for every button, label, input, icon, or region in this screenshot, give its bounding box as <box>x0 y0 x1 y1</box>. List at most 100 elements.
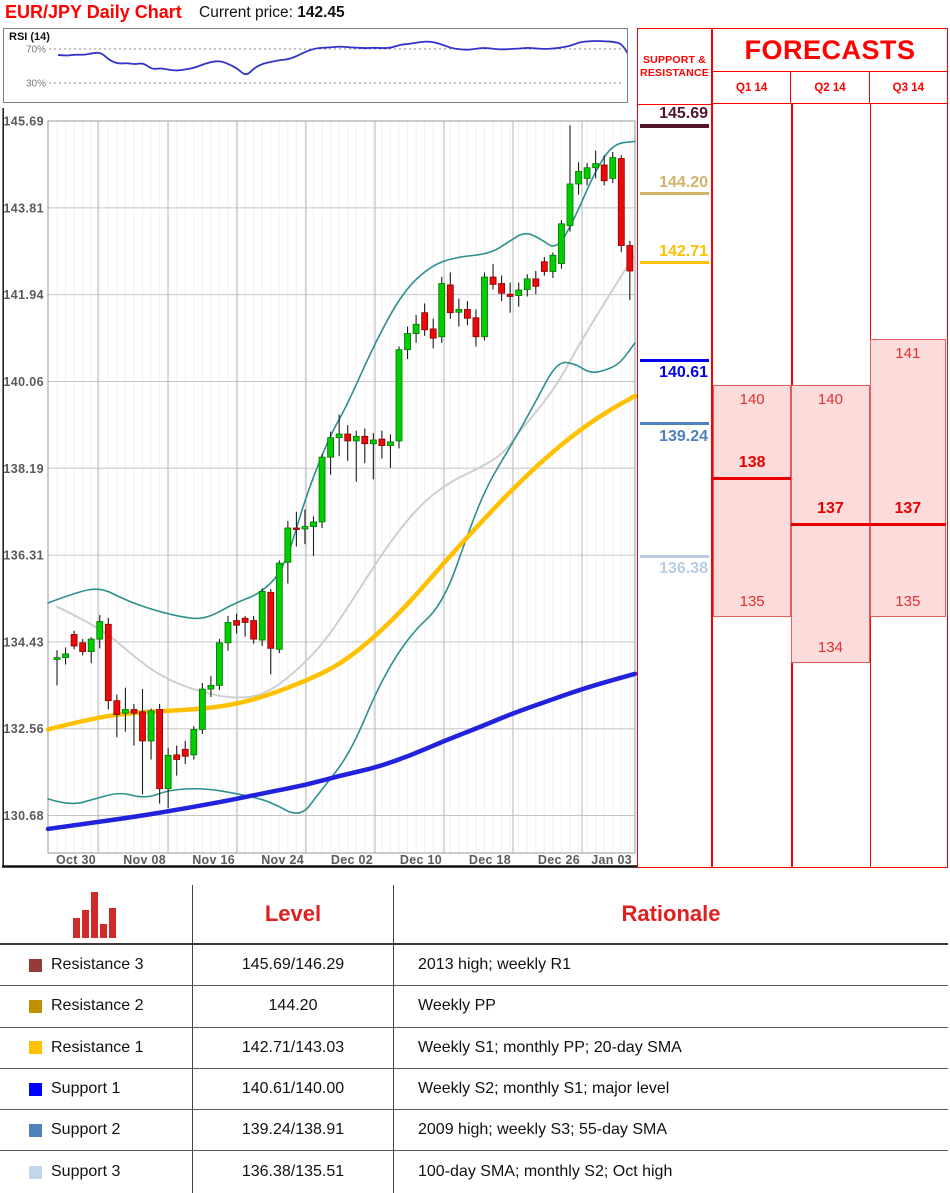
level-color-marker-icon <box>29 1123 42 1137</box>
forecasts-panel: FORECASTS Q1 14 Q2 14 Q3 14 140 135 138 140 13… <box>712 28 948 868</box>
forecasts-title: FORECASTS <box>713 29 947 72</box>
candle-up <box>190 728 198 756</box>
candle-up <box>198 688 206 730</box>
bollinger-upper-line <box>47 140 636 620</box>
candle-up <box>404 333 411 351</box>
forecast-range-box <box>869 339 946 617</box>
forecast-point-line <box>869 522 946 527</box>
candle-up <box>284 527 292 563</box>
y-axis-label: 138.19 <box>3 462 44 476</box>
candle-up <box>301 526 309 530</box>
level-name: Support 2 <box>51 1121 121 1139</box>
candle-up <box>412 323 420 334</box>
candle-up <box>558 223 565 265</box>
candle-down <box>344 433 352 442</box>
forecast-quarter-row: Q1 14 Q2 14 Q3 14 <box>713 72 947 104</box>
x-axis-label: Oct 30 <box>56 853 96 867</box>
candle-up <box>575 171 582 185</box>
candle-up <box>275 562 283 650</box>
bar-chart-icon-svg <box>73 892 116 938</box>
candle-up <box>53 657 61 660</box>
sr-level-line <box>640 554 709 558</box>
y-axis-label: 130.68 <box>3 809 44 823</box>
candle-up <box>258 591 266 641</box>
candle-down <box>506 293 514 297</box>
plot-frame <box>47 120 636 854</box>
rsi-indicator-label: RSI (14) <box>9 31 50 43</box>
level-rationale: 100-day SMA; monthly S2; Oct high <box>418 1163 673 1181</box>
sr-level-value: 140.61 <box>659 364 708 382</box>
candle-up <box>609 157 617 179</box>
table-row: Support 1 140.61/140.00 Weekly S2; monthly… <box>0 1068 948 1111</box>
candle-down <box>70 634 78 647</box>
candle-up <box>96 621 104 640</box>
rsi-threshold-label: 70% <box>26 45 46 56</box>
sr-level-value: 139.24 <box>659 427 708 445</box>
rsi-plot: 70% 30% <box>26 40 627 90</box>
candle-down <box>173 754 181 760</box>
candle-down <box>79 642 87 652</box>
level-column-header: Level <box>193 885 394 943</box>
forecast-quarter-label: Q3 14 <box>892 81 924 94</box>
level-name-cell: Support 2 <box>0 1110 193 1151</box>
candle-up <box>62 653 69 659</box>
sr-level-line <box>640 192 709 196</box>
level-name: Resistance 3 <box>51 956 144 974</box>
candle-down <box>626 245 634 272</box>
candle-down <box>472 317 480 338</box>
level-name: Support 3 <box>51 1163 121 1181</box>
candle-up <box>523 278 531 290</box>
sr-level-value: 144.20 <box>659 173 708 191</box>
x-axis-label: Nov 16 <box>192 853 235 867</box>
sr-level-value: 145.69 <box>659 105 708 122</box>
level-value: 145.69/146.29 <box>193 945 394 986</box>
candle-down <box>600 164 608 182</box>
sr-level-line <box>640 422 709 426</box>
candle-down <box>463 309 471 319</box>
candle-down <box>446 284 454 314</box>
support-resistance-column: SUPPORT & RESISTANCE 145.69 144.20 142.71 1… <box>637 28 712 868</box>
forecast-range-value: 141 <box>895 345 921 363</box>
candle-down <box>421 312 429 331</box>
candle-down <box>361 435 369 445</box>
level-color-marker-icon <box>29 1082 42 1096</box>
x-axis-label: Dec 10 <box>400 853 442 867</box>
level-value: 142.71/143.03 <box>193 1027 394 1068</box>
candle-up <box>549 254 557 272</box>
sr-header-line2: RESISTANCE <box>640 66 709 79</box>
table-row: Support 2 139.24/138.91 2009 high; weekly … <box>0 1110 948 1152</box>
sma20-line <box>56 253 636 699</box>
level-rationale: 2013 high; weekly R1 <box>418 956 571 974</box>
support-resistance-header: SUPPORT & RESISTANCE <box>638 29 711 105</box>
forecast-quarter-label: Q2 14 <box>791 72 870 103</box>
candle-up <box>327 437 335 458</box>
candle-up <box>87 638 95 652</box>
bollinger-lower-line <box>47 341 636 814</box>
forecast-point-value: 137 <box>817 500 844 518</box>
candle-down <box>532 278 540 287</box>
sr-level-line <box>640 123 709 128</box>
level-name-cell: Resistance 3 <box>0 945 193 986</box>
candle-up <box>583 167 591 179</box>
y-axis-label: 145.69 <box>3 115 44 129</box>
candle-up <box>481 276 488 338</box>
level-rationale: 2009 high; weekly S3; 55-day SMA <box>418 1121 668 1139</box>
y-axis-label: 143.81 <box>3 201 44 215</box>
candle-down <box>540 261 548 272</box>
forecast-range-box <box>713 385 792 617</box>
candle-up <box>455 309 463 313</box>
candle-down <box>233 620 240 626</box>
table-row: Support 3 136.38/135.51 100-day SMA; month… <box>0 1151 948 1193</box>
levels-table-body: Resistance 3 145.69/146.29 2013 high; week… <box>0 945 948 1193</box>
candle-up <box>438 283 446 338</box>
candle-up <box>387 441 394 446</box>
table-row: Resistance 3 145.69/146.29 2013 high; week… <box>0 945 948 987</box>
sr-level-value: 136.38 <box>659 560 708 578</box>
level-name: Support 1 <box>51 1080 121 1098</box>
forecast-range-value: 134 <box>817 639 843 657</box>
forecast-point-line <box>713 476 792 481</box>
candle-down <box>104 623 112 702</box>
x-axis-label: Nov 24 <box>261 853 304 867</box>
level-name-cell: Resistance 1 <box>0 1027 193 1068</box>
